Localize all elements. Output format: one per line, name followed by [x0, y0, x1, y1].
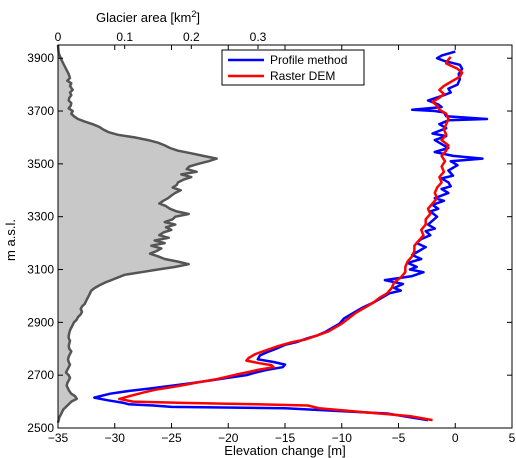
x-tick-label: −20 — [218, 431, 239, 445]
series-layer — [93, 50, 489, 422]
y-axis-ticks: 2500 2700 2900 3100 3300 3500 3700 3900 — [27, 51, 512, 435]
x-axis-ticks: −35 −30 −25 −20 −15 −10 −5 0 5 — [48, 45, 516, 445]
series-line-raster-dem — [118, 56, 464, 422]
legend: Profile method Raster DEM — [221, 49, 365, 86]
top-tick-label: 0.2 — [183, 30, 200, 44]
top-axis-label-text: Glacier area [km — [96, 10, 191, 25]
top-axis-label-superscript: 2 — [191, 9, 196, 19]
x-tick-label: −30 — [105, 431, 126, 445]
y-tick-label: 2900 — [27, 315, 54, 329]
y-tick-label: 3900 — [27, 51, 54, 65]
x-tick-label: −5 — [392, 431, 406, 445]
legend-label-raster: Raster DEM — [270, 69, 335, 83]
y-tick-label: 2500 — [27, 421, 54, 435]
y-tick-label: 3300 — [27, 210, 54, 224]
y-tick-label: 3100 — [27, 263, 54, 277]
top-tick-label: 0 — [55, 30, 62, 44]
y-tick-label: 3500 — [27, 157, 54, 171]
y-tick-label: 2700 — [27, 368, 54, 382]
x-tick-label: −25 — [161, 431, 182, 445]
x-tick-label: 0 — [452, 431, 459, 445]
x-tick-label: −10 — [332, 431, 353, 445]
x-tick-label: −15 — [275, 431, 296, 445]
y-tick-label: 3700 — [27, 104, 54, 118]
top-tick-label: 0.3 — [250, 30, 267, 44]
top-tick-label: 0.1 — [116, 30, 133, 44]
x-tick-label: 5 — [509, 431, 516, 445]
glacier-area-fill — [58, 45, 217, 423]
y-axis-label: m a.s.l. — [3, 219, 18, 261]
legend-label-profile: Profile method — [270, 53, 347, 67]
top-axis-label: Glacier area [km2] — [96, 9, 200, 25]
glacier-area-line — [56, 44, 218, 424]
x-tick-label: −35 — [48, 431, 69, 445]
top-axis-ticks: 0 0.1 0.2 0.3 — [55, 30, 267, 49]
glacier-area-profile — [56, 44, 218, 424]
x-axis-label: Elevation change [m] — [224, 443, 345, 458]
top-axis-label-end: ] — [196, 10, 200, 25]
legend-box — [221, 49, 365, 86]
